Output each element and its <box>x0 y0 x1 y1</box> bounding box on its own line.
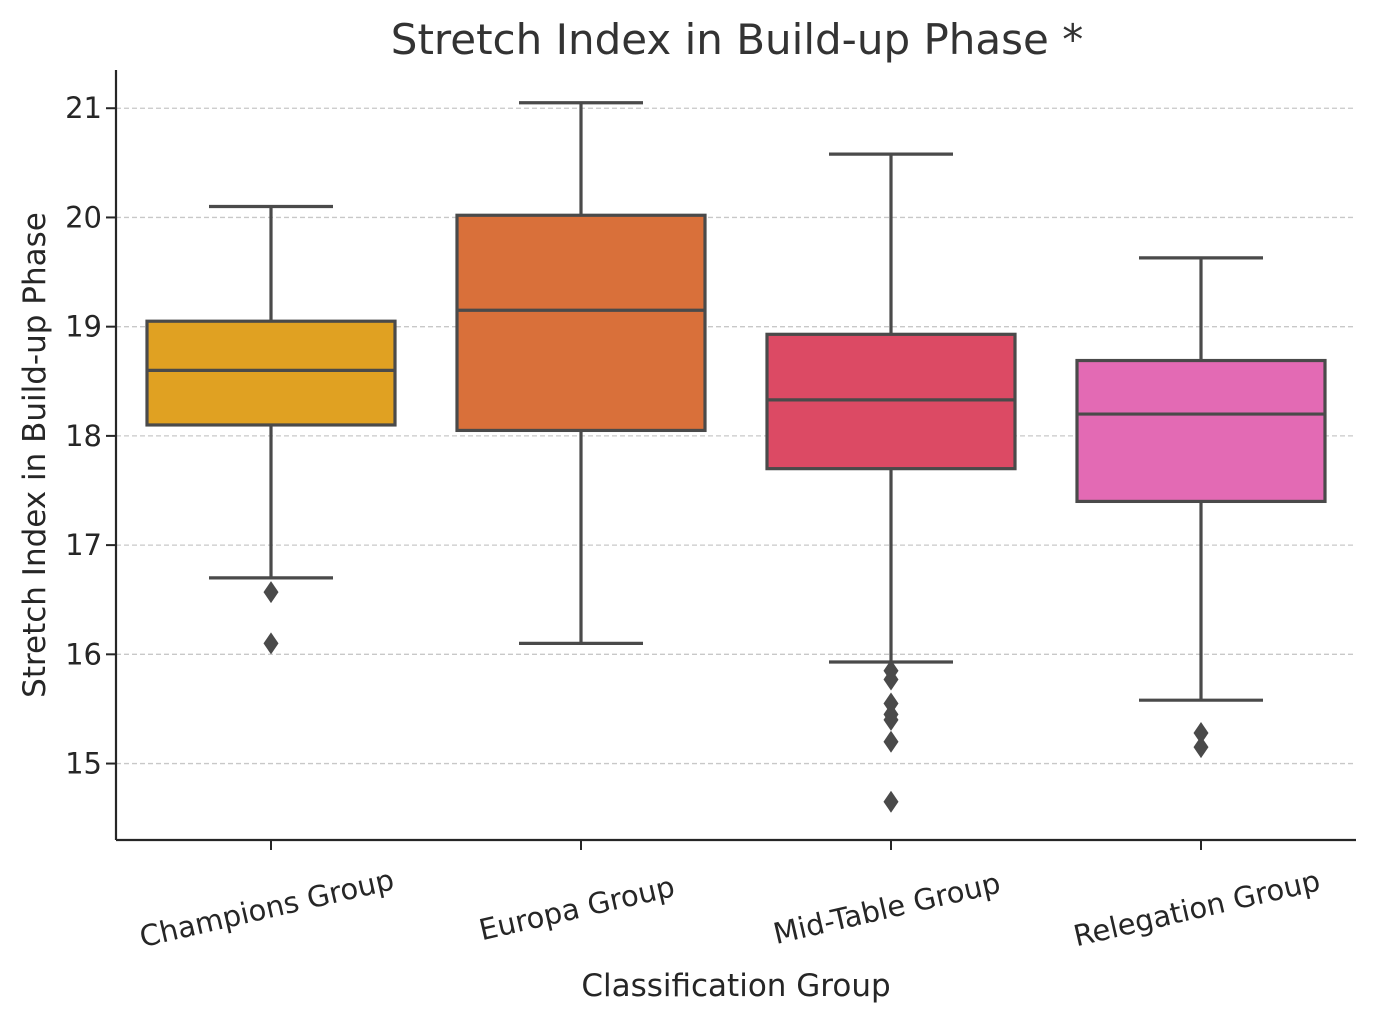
y-tick-label: 18 <box>65 419 102 453</box>
outlier-point <box>883 790 899 813</box>
outlier-point <box>1193 736 1209 759</box>
x-tick-label: Mid-Table Group <box>770 866 1004 951</box>
iqr-box <box>765 332 1017 471</box>
outlier-point <box>263 581 279 604</box>
box-europa-group <box>455 101 707 646</box>
chart-title: Stretch Index in Build-up Phase * <box>391 15 1083 64</box>
box-relegation-group <box>1075 256 1327 759</box>
outlier-point <box>263 632 279 655</box>
y-tick-label: 19 <box>65 310 102 344</box>
x-tick-label: Europa Group <box>476 869 678 947</box>
box-champions-group <box>145 204 397 655</box>
iqr-box <box>455 213 707 433</box>
y-tick-label: 20 <box>65 200 102 234</box>
x-tick-label: Relegation Group <box>1070 863 1323 953</box>
outlier-point <box>883 668 899 691</box>
y-tick-label: 21 <box>65 91 102 125</box>
y-tick-label: 16 <box>65 637 102 671</box>
axes <box>114 70 1356 842</box>
y-axis-label: Stretch Index in Build-up Phase <box>17 212 53 698</box>
y-tick-label: 17 <box>65 528 102 562</box>
box-mid-table-group <box>765 152 1017 813</box>
y-tick-label: 15 <box>65 747 102 781</box>
iqr-box <box>1075 358 1327 504</box>
outlier-point <box>1193 721 1209 744</box>
outlier-point <box>883 730 899 753</box>
boxes <box>145 101 1327 813</box>
x-axis-label: Classification Group <box>581 968 890 1004</box>
iqr-box <box>145 319 397 427</box>
outlier-point <box>883 708 899 731</box>
x-tick-label: Champions Group <box>136 862 397 954</box>
